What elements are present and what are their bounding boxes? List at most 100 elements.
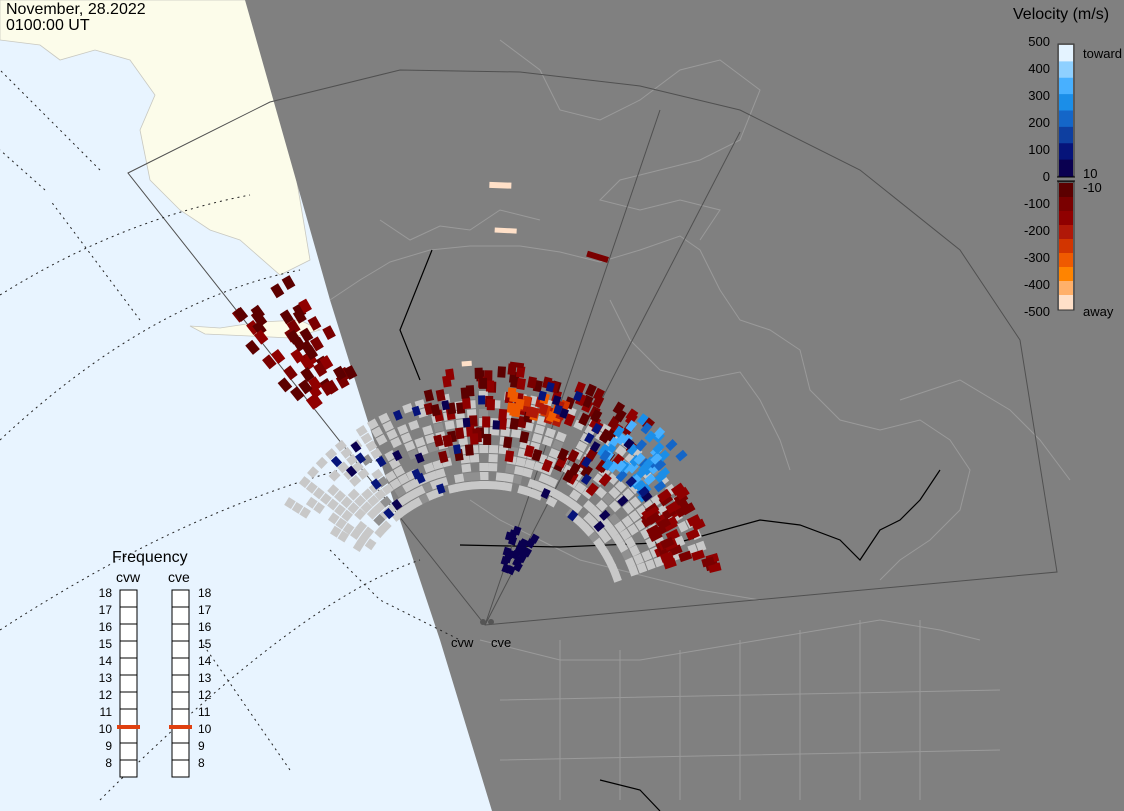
velocity-cell <box>463 481 474 491</box>
velocity-cell <box>599 509 611 521</box>
frequency-box <box>171 759 190 778</box>
radar-name-cve: cve <box>168 569 190 585</box>
velocity-cell <box>367 494 380 507</box>
frequency-level-label: 17 <box>98 603 112 617</box>
velocity-cell <box>460 387 470 399</box>
velocity-cell <box>622 488 635 501</box>
velocity-cell <box>578 412 591 426</box>
velocity-cell <box>470 472 481 481</box>
velocity-cell <box>567 509 579 522</box>
velocity-cell <box>435 389 446 402</box>
velocity-cell <box>515 365 526 378</box>
velocity-cell <box>583 500 596 513</box>
velocity-cell <box>342 522 355 535</box>
velocity-cell <box>329 525 342 538</box>
velocity-cell <box>615 469 628 483</box>
frequency-box <box>171 674 190 693</box>
graticule <box>0 69 461 801</box>
velocity-cell <box>286 319 301 335</box>
velocity-cell <box>292 303 307 319</box>
velocity-cell <box>624 536 636 549</box>
velocity-cell <box>365 440 378 452</box>
velocity-cell <box>701 556 715 568</box>
frequency-level-label: 18 <box>98 586 112 600</box>
night-shading <box>245 0 1124 811</box>
velocity-cell <box>343 365 358 380</box>
velocity-cell <box>350 527 362 540</box>
velocity-cell <box>675 504 690 518</box>
velocity-cell <box>374 488 387 501</box>
velocity-cell <box>500 427 511 437</box>
frequency-box <box>171 640 190 659</box>
velocity-cell <box>402 403 414 414</box>
frequency-level-label: 15 <box>98 637 112 651</box>
velocity-cell <box>540 487 551 500</box>
velocity-cell <box>461 463 472 473</box>
velocity-cell <box>441 400 450 411</box>
velocity-cell <box>479 462 489 472</box>
frequency-box <box>119 674 138 693</box>
velocity-cell <box>536 415 548 426</box>
velocity-cell <box>371 426 384 438</box>
velocity-cell <box>469 454 480 463</box>
velocity-cell <box>479 471 489 481</box>
velocity-cell <box>586 250 609 263</box>
velocity-cell <box>685 528 700 541</box>
velocity-cell <box>641 549 653 562</box>
velocity-cell <box>527 478 539 490</box>
velocity-cell <box>494 481 505 491</box>
velocity-cell <box>606 473 619 486</box>
velocity-cell <box>462 417 471 428</box>
velocity-cell <box>381 483 394 496</box>
velocity-cell <box>423 462 435 473</box>
velocity-cell <box>390 436 402 449</box>
velocity-cell <box>517 485 529 496</box>
colorbar-segment-toward <box>1059 143 1073 161</box>
velocity-cell <box>580 464 593 479</box>
colorbar-segment-away <box>1059 183 1073 198</box>
velocity-cell <box>488 453 498 463</box>
velocity-cell <box>614 480 627 493</box>
velocity-cell <box>485 380 495 392</box>
velocity-cell <box>455 482 466 492</box>
velocity-cell <box>598 429 612 444</box>
frequency-box <box>171 623 190 642</box>
velocity-cell <box>382 420 394 432</box>
velocity-cell <box>512 525 522 536</box>
frequency-box <box>171 589 190 608</box>
velocity-cell <box>665 500 680 514</box>
velocity-cell <box>345 465 358 477</box>
velocity-cell <box>509 417 520 430</box>
velocity-cell <box>300 355 315 371</box>
velocity-cell <box>262 354 277 370</box>
velocity-cell <box>653 427 666 440</box>
velocity-cell <box>478 408 489 418</box>
velocity-cell <box>668 544 683 557</box>
velocity-cell <box>569 489 582 502</box>
velocity-tick-label: -400 <box>1023 277 1050 292</box>
velocity-cell <box>291 501 304 514</box>
velocity-cell <box>615 444 628 457</box>
velocity-cell <box>524 444 535 458</box>
velocity-cell <box>562 469 575 483</box>
velocity-cell <box>270 283 285 299</box>
velocity-cell <box>620 548 633 561</box>
velocity-cell <box>488 444 499 454</box>
velocity-cell <box>328 469 341 482</box>
velocity-cell <box>283 365 298 381</box>
velocity-cell <box>337 461 350 474</box>
velocity-cell <box>308 393 323 409</box>
velocity-cell <box>518 539 528 550</box>
frequency-box <box>119 623 138 642</box>
velocity-cell <box>621 433 633 446</box>
colorbar-segment-toward <box>1059 110 1073 128</box>
velocity-scale-title: Velocity (m/s) <box>1013 6 1110 23</box>
colorbar-segment-toward <box>1059 159 1073 177</box>
radar-site-marker <box>488 619 494 625</box>
velocity-colorbar <box>1057 43 1075 311</box>
velocity-cells <box>231 181 722 583</box>
velocity-cell <box>391 499 403 511</box>
velocity-cell <box>508 535 518 546</box>
velocity-cell <box>677 520 689 533</box>
velocity-cell <box>616 541 629 553</box>
